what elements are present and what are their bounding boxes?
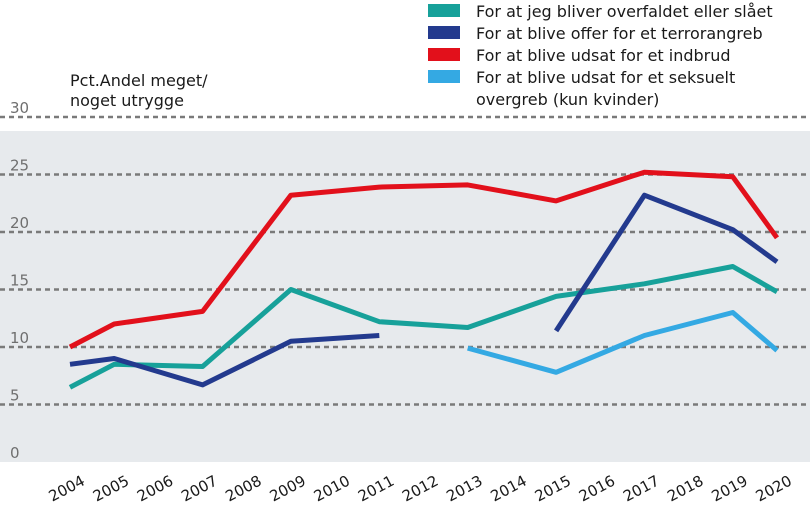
y-axis-title: Pct.Andel meget/ noget utrygge xyxy=(70,71,208,110)
legend-item-seksuelt: For at blive udsat for et seksuelt overg… xyxy=(428,68,735,109)
x-tick-label-2011: 2011 xyxy=(355,472,397,506)
y-tick-label-5: 5 xyxy=(10,387,20,405)
legend-label-seksuelt-line-2: overgreb (kun kvinder) xyxy=(476,90,659,109)
series-terror xyxy=(69,192,779,388)
x-tick-label-2007: 2007 xyxy=(178,472,220,506)
series-seksuelt xyxy=(467,310,779,375)
y-axis-title-line-2: noget utrygge xyxy=(70,91,184,110)
x-tick-label-2009: 2009 xyxy=(267,472,309,506)
x-tick-label-2014: 2014 xyxy=(488,472,530,506)
x-tick-label-2015: 2015 xyxy=(532,472,574,506)
series-line-seksuelt-1 xyxy=(467,310,779,375)
series-line-terror-1 xyxy=(69,333,380,388)
plot-background xyxy=(0,131,810,462)
legend-swatch-indbrud xyxy=(428,48,460,61)
y-tick-label-0: 0 xyxy=(10,444,20,462)
y-axis-title-line-1: Pct.Andel meget/ xyxy=(70,71,208,90)
x-axis-ticks: 2004 2005 2006 2007 2008 2009 2010 2011 2012 2013… xyxy=(46,472,795,506)
x-tick-label-2017: 2017 xyxy=(620,472,662,506)
x-tick-label-2004: 2004 xyxy=(46,472,88,506)
legend-swatch-overfald xyxy=(428,4,460,17)
y-tick-label-20: 20 xyxy=(10,214,29,232)
legend-item-indbrud: For at blive udsat for et indbrud xyxy=(428,46,731,65)
x-tick-label-2013: 2013 xyxy=(443,472,485,506)
y-axis-ticks: 0 5 10 15 20 25 30 xyxy=(10,99,29,462)
y-tick-label-25: 25 xyxy=(10,157,29,175)
x-tick-label-2016: 2016 xyxy=(576,472,618,506)
x-tick-label-2010: 2010 xyxy=(311,472,353,506)
x-tick-label-2012: 2012 xyxy=(399,472,441,506)
x-tick-label-2008: 2008 xyxy=(222,472,264,506)
x-tick-label-2018: 2018 xyxy=(664,472,706,506)
series-line-indbrud-1 xyxy=(68,169,780,350)
gridlines xyxy=(0,115,810,406)
y-tick-label-15: 15 xyxy=(10,272,29,290)
series-line-overfald-1 xyxy=(68,264,779,390)
legend-label-overfald: For at jeg bliver overfaldet eller slået xyxy=(476,2,773,21)
legend-swatch-terror xyxy=(428,26,460,39)
legend: For at jeg bliver overfaldet eller slået… xyxy=(428,2,773,109)
series-overfald xyxy=(68,264,779,390)
series-indbrud xyxy=(68,169,780,350)
legend-label-seksuelt-line-1: For at blive udsat for et seksuelt xyxy=(476,68,735,87)
series-line-terror-2 xyxy=(554,192,779,333)
x-tick-label-2005: 2005 xyxy=(90,472,132,506)
legend-swatch-seksuelt xyxy=(428,70,460,83)
y-tick-label-10: 10 xyxy=(10,329,29,347)
legend-item-terror: For at blive offer for et terrorangreb xyxy=(428,24,763,43)
legend-label-indbrud: For at blive udsat for et indbrud xyxy=(476,46,731,65)
legend-item-overfald: For at jeg bliver overfaldet eller slået xyxy=(428,2,773,21)
legend-label-terror: For at blive offer for et terrorangreb xyxy=(476,24,763,43)
x-tick-label-2019: 2019 xyxy=(709,472,751,506)
x-tick-label-2006: 2006 xyxy=(134,472,176,506)
y-tick-label-30: 30 xyxy=(10,99,29,117)
x-tick-label-2020: 2020 xyxy=(753,472,795,506)
series-lines xyxy=(68,169,780,390)
